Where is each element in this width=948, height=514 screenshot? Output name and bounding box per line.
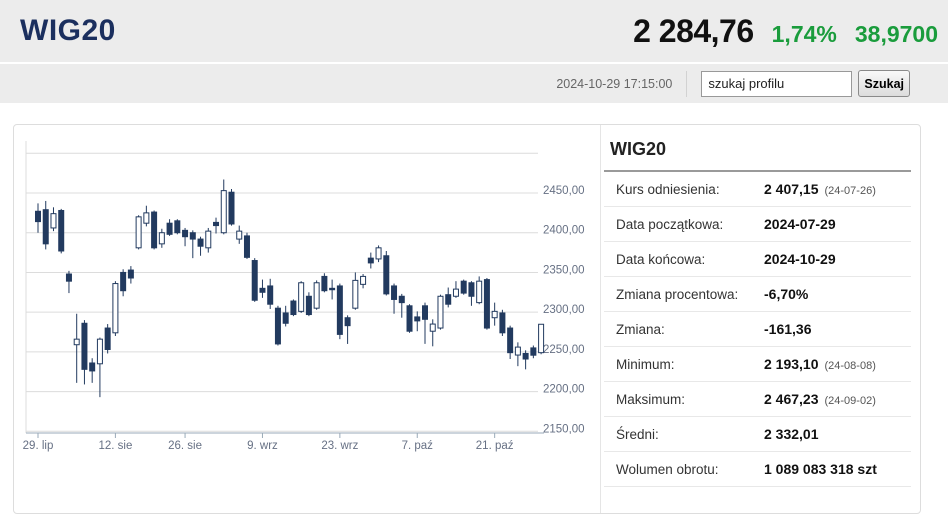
svg-text:2200,00: 2200,00 <box>543 384 585 396</box>
quote-card: 2450,00 2400,00 2350,00 2300,00 2250,00 2200,… <box>13 124 921 514</box>
table-row: Data końcowa: 2024-10-29 <box>604 242 911 277</box>
chart-section: 2450,00 2400,00 2350,00 2300,00 2250,00 2200,… <box>14 125 600 513</box>
row-value: 2 332,01 <box>764 426 819 442</box>
row-label: Średni: <box>616 427 659 442</box>
svg-text:7. paź: 7. paź <box>402 440 434 452</box>
table-row: Zmiana: -161,36 <box>604 312 911 347</box>
svg-text:12. sie: 12. sie <box>98 440 132 452</box>
svg-text:2450,00: 2450,00 <box>543 185 585 197</box>
index-quote: 2 284,76 1,74% 38,9700 <box>633 13 938 50</box>
row-label: Data początkowa: <box>616 217 724 232</box>
index-change-value: 38,9700 <box>854 20 938 47</box>
svg-text:2350,00: 2350,00 <box>543 264 585 276</box>
page-title: WIG20 <box>20 14 116 47</box>
svg-text:2150,00: 2150,00 <box>543 423 585 435</box>
table-row: Wolumen obrotu: 1 089 083 318 szt <box>604 452 911 487</box>
row-value: 2024-10-29 <box>764 251 836 267</box>
svg-text:26. sie: 26. sie <box>168 440 202 452</box>
panel-title-divider <box>604 170 911 172</box>
row-value: 2 407,15 <box>764 181 819 197</box>
table-row: Data początkowa: 2024-07-29 <box>604 207 911 242</box>
table-row: Maksimum: 2 467,23 (24-09-02) <box>604 382 911 417</box>
row-note: (24-07-26) <box>824 185 876 197</box>
row-value: 1 089 083 318 szt <box>764 461 877 477</box>
row-value: 2024-07-29 <box>764 216 836 232</box>
candlestick-chart: 2450,00 2400,00 2350,00 2300,00 2250,00 2200,… <box>23 141 585 452</box>
row-label: Wolumen obrotu: <box>616 462 719 477</box>
row-note: (24-08-08) <box>824 360 876 372</box>
quote-timestamp: 2024-10-29 17:15:00 <box>556 76 673 91</box>
table-row: Minimum: 2 193,10 (24-08-08) <box>604 347 911 382</box>
svg-text:2250,00: 2250,00 <box>543 344 585 356</box>
search-input[interactable] <box>701 70 853 97</box>
svg-text:23. wrz: 23. wrz <box>321 440 358 452</box>
row-value: -6,70% <box>764 286 809 302</box>
info-rows: Kurs odniesienia: 2 407,15 (24-07-26) Data … <box>604 172 911 487</box>
panel-title: WIG20 <box>610 139 667 159</box>
row-label: Maksimum: <box>616 392 686 407</box>
row-label: Zmiana procentowa: <box>616 287 739 302</box>
index-change-percent: 1,74% <box>771 20 837 47</box>
svg-text:29. lip: 29. lip <box>23 440 54 452</box>
table-row: Średni: 2 332,01 <box>604 417 911 452</box>
row-label: Data końcowa: <box>616 252 706 267</box>
svg-text:9. wrz: 9. wrz <box>247 440 278 452</box>
row-label: Zmiana: <box>616 322 665 337</box>
vertical-divider <box>686 70 688 97</box>
info-panel: WIG20 Kurs odniesienia: 2 407,15 (24-07-26… <box>600 125 920 513</box>
row-label: Minimum: <box>616 357 675 372</box>
row-value: 2 193,10 <box>764 356 819 372</box>
header: WIG20 2 284,76 1,74% 38,9700 <box>0 0 948 62</box>
svg-text:2400,00: 2400,00 <box>543 225 585 237</box>
search-button[interactable]: Szukaj <box>858 70 910 97</box>
svg-text:21. paź: 21. paź <box>476 440 514 452</box>
toolbar: 2024-10-29 17:15:00 Szukaj <box>0 64 948 103</box>
index-price: 2 284,76 <box>633 12 754 49</box>
row-note: (24-09-02) <box>824 395 876 407</box>
table-row: Zmiana procentowa: -6,70% <box>604 277 911 312</box>
row-value: 2 467,23 <box>764 391 819 407</box>
row-value: -161,36 <box>764 321 812 337</box>
row-label: Kurs odniesienia: <box>616 182 720 197</box>
table-row: Kurs odniesienia: 2 407,15 (24-07-26) <box>604 172 911 207</box>
svg-text:2300,00: 2300,00 <box>543 304 585 316</box>
